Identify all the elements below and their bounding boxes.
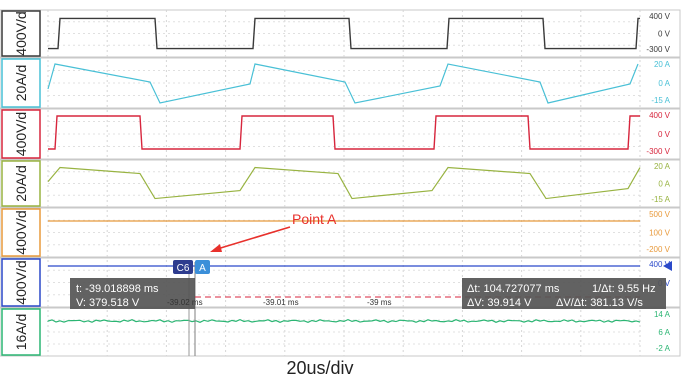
lane-tick-label: -15 A <box>651 195 670 204</box>
point-a-label: Point A <box>292 211 337 227</box>
lane-scale-label: 16A/d <box>13 314 29 351</box>
lane-tick-label: -300 V <box>646 45 670 54</box>
lane-tick-label: 20 A <box>654 60 671 69</box>
lane-tick-label: 100 V <box>649 229 671 238</box>
time-tick-2: -39.01 ms <box>263 298 299 307</box>
lane-label-box[interactable] <box>1 58 41 108</box>
point-a-annotation: Point A <box>210 211 337 252</box>
cursor-voltage-readout: V: 379.518 V <box>76 297 140 309</box>
lane-tick-label: 0 A <box>658 79 670 88</box>
waveform <box>47 318 641 324</box>
lane-frame <box>0 9 681 58</box>
lane-tick-label: 6 A <box>658 328 670 337</box>
cursor-time-readout: t: -39.018898 ms <box>76 283 159 295</box>
trigger-marker-icon[interactable] <box>663 261 672 271</box>
point-a-arrowhead-icon <box>210 244 222 252</box>
lane-scale-label: 20A/d <box>13 65 29 102</box>
lane-scale-label: 400V/d <box>13 210 29 254</box>
lane-tick-label: 0 A <box>658 180 670 189</box>
lane-tick-label: -2 A <box>656 344 671 353</box>
lane-tick-label: -15 A <box>651 96 670 105</box>
time-division-caption: 20us/div <box>286 358 353 378</box>
point-a-arrow-line <box>213 226 291 251</box>
time-tick-3: -39 ms <box>367 298 391 307</box>
lane-frame <box>0 159 681 208</box>
lane-frame <box>0 57 681 109</box>
channel-tag-bg[interactable] <box>173 260 193 274</box>
delta-v-over-delta-t-readout: ΔV/Δt: 381.13 V/s <box>556 297 643 309</box>
lane-tick-label: 500 V <box>649 210 671 219</box>
lane-label-box[interactable] <box>1 208 41 257</box>
lane-frame <box>0 207 681 258</box>
lane-scale-label: 400V/d <box>13 11 29 55</box>
lane-tick-label: 400 V <box>649 260 671 269</box>
lane-frame <box>0 307 681 357</box>
cursor-tag-bg[interactable] <box>195 260 210 274</box>
lane-tick-label: -300 V <box>646 147 670 156</box>
cursor-readout-right <box>462 278 666 309</box>
waveform <box>47 166 641 200</box>
delta-voltage-readout: ΔV: 39.914 V <box>467 297 532 309</box>
lane-scale-label: 400V/d <box>13 260 29 304</box>
lane-label-box[interactable] <box>1 160 41 207</box>
lane-tick-label: 0 V <box>658 30 671 39</box>
inverse-delta-time-readout: 1/Δt: 9.55 Hz <box>592 283 656 295</box>
channel-tag: C6 <box>177 263 190 274</box>
waveform <box>47 63 639 104</box>
lane-scale-label: 400V/d <box>13 112 29 156</box>
lane-tick-label: 20 A <box>654 162 671 171</box>
lane-scale-label: 20A/d <box>13 165 29 202</box>
waveform <box>48 17 640 50</box>
time-tick-1: -39.02 ms <box>167 298 203 307</box>
lane-tick-label: -200 V <box>646 245 670 254</box>
lane-label-box[interactable] <box>1 308 41 356</box>
lane-frame <box>0 257 681 308</box>
waveform <box>48 115 640 150</box>
cursor-readout-left <box>70 278 195 309</box>
lane-label-box[interactable] <box>1 109 41 159</box>
cursor-tag: A <box>199 263 206 274</box>
lane-tick-label: 400 V <box>649 111 671 120</box>
cursor-overlay: C6 A t: -39.018898 ms V: 379.518 V Δt: 1… <box>70 260 672 356</box>
delta-time-readout: Δt: 104.727077 ms <box>467 283 560 295</box>
lane-frame <box>0 108 681 160</box>
lane-tick-label: 14 A <box>654 310 671 319</box>
lane-label-box[interactable] <box>1 258 41 307</box>
lane-tick-label: 400 V <box>649 12 671 21</box>
lane-tick-label: 0 V <box>658 130 671 139</box>
lane-label-box[interactable] <box>1 10 41 57</box>
